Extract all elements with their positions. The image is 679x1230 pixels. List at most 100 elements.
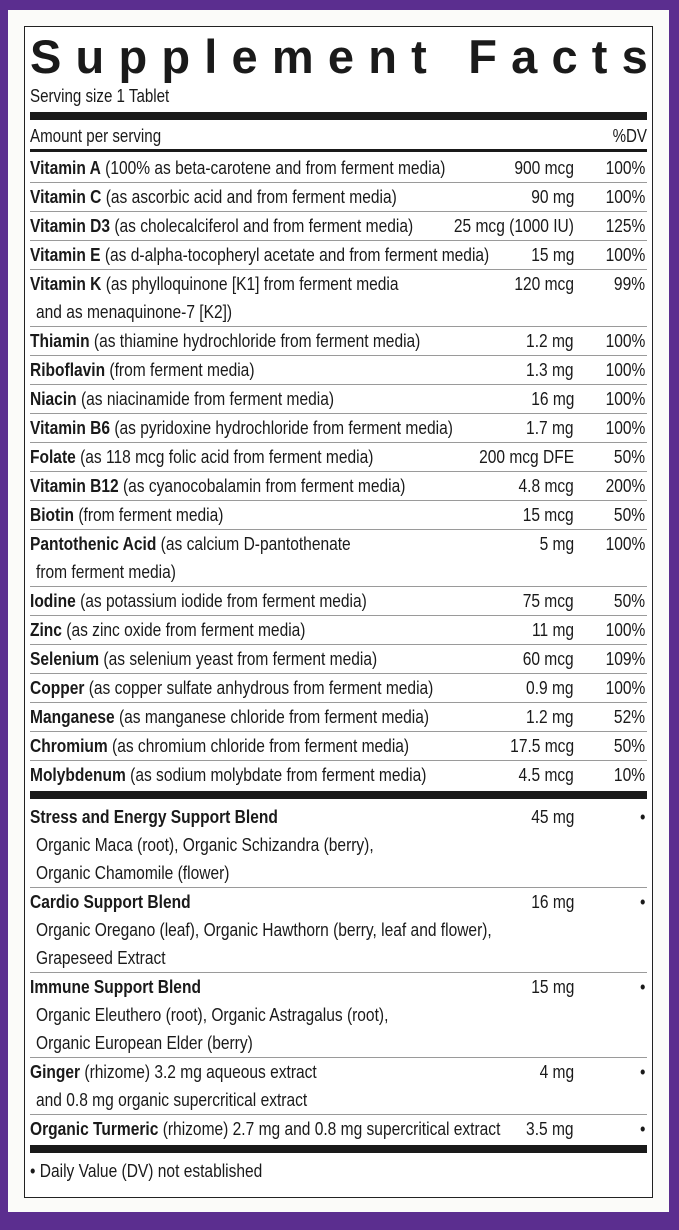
ingredient-detail: from ferment media)	[36, 561, 176, 582]
nutrient-row: Vitamin C (as ascorbic acid and from fer…	[30, 183, 647, 212]
ingredient-title: Vitamin K	[30, 273, 102, 294]
daily-value: •	[639, 1061, 645, 1082]
ingredient-name: Stress and Energy Support Blend	[30, 803, 647, 831]
daily-value: 10%	[613, 764, 645, 785]
ingredient-title: Thiamin	[30, 330, 90, 351]
daily-value: 50%	[613, 735, 645, 756]
ingredient-source: (as potassium iodide from ferment media)	[75, 590, 367, 611]
thick-divider	[30, 1145, 647, 1153]
ingredient-detail: and as menaquinone-7 [K2])	[36, 301, 233, 322]
blend-row: Immune Support Blend Organic Eleuthero (r…	[30, 973, 647, 1058]
ingredient-name: Vitamin A (100% as beta-carotene and fro…	[30, 154, 647, 182]
amount: 60 mcg	[523, 648, 574, 669]
amount: 4 mg	[539, 1061, 574, 1082]
nutrient-row: Copper (as copper sulfate anhydrous from…	[30, 674, 647, 703]
ingredient-source: (as cholecalciferol and from ferment med…	[110, 215, 414, 236]
nutrient-row: Riboflavin (from ferment media) 1.3 mg 100…	[30, 356, 647, 385]
daily-value: 50%	[613, 446, 645, 467]
nutrient-row: Manganese (as manganese chloride from fe…	[30, 703, 647, 732]
nutrient-row: Vitamin A (100% as beta-carotene and fro…	[30, 154, 647, 183]
blend-list: Stress and Energy Support Blend Organic M…	[30, 803, 647, 1143]
amount: 120 mcg	[514, 273, 574, 294]
supplement-facts-panel: Supplement Facts Serving size 1 Tablet A…	[24, 26, 653, 1198]
ingredient-title: Vitamin D3	[30, 215, 111, 236]
ingredient-title: Stress and Energy Support Blend	[30, 806, 278, 827]
ingredient-source: (as d-alpha-tocopheryl acetate and from …	[100, 244, 490, 265]
nutrient-row: Thiamin (as thiamine hydrochloride from …	[30, 327, 647, 356]
amount: 4.5 mcg	[518, 764, 574, 785]
amount: 4.8 mcg	[518, 475, 574, 496]
ingredient-source: (as thiamine hydrochloride from ferment …	[89, 330, 421, 351]
ingredient-name: Copper (as copper sulfate anhydrous from…	[30, 674, 647, 702]
nutrient-list: Vitamin A (100% as beta-carotene and fro…	[30, 152, 647, 789]
ingredient-source: (as phylloquinone [K1] from ferment medi…	[101, 273, 399, 294]
ingredient-name: Ginger (rhizome) 3.2 mg aqueous extract	[30, 1058, 647, 1086]
ingredient-source: (rhizome) 3.2 mg aqueous extract	[80, 1061, 317, 1082]
ingredient-source: (as pyridoxine hydrochloride from fermen…	[110, 417, 453, 438]
ingredient-title: Folate	[30, 446, 76, 467]
ingredient-name: Iodine (as potassium iodide from ferment…	[30, 587, 647, 615]
ingredient-title: Zinc	[30, 619, 62, 640]
ingredient-name: Vitamin K (as phylloquinone [K1] from fe…	[30, 270, 647, 298]
amount: 90 mg	[530, 186, 574, 207]
amount: 15 mg	[530, 244, 574, 265]
amount: 200 mcg DFE	[478, 446, 574, 467]
daily-value: 100%	[605, 533, 645, 554]
amount: 17.5 mcg	[510, 735, 574, 756]
header-divider	[30, 149, 647, 152]
nutrient-row: Vitamin D3 (as cholecalciferol and from …	[30, 212, 647, 241]
blend-row: Ginger (rhizome) 3.2 mg aqueous extract a…	[30, 1058, 647, 1115]
daily-value: 100%	[605, 244, 645, 265]
ingredient-source: (as ascorbic acid and from ferment media…	[101, 186, 397, 207]
ingredient-title: Vitamin B6	[30, 417, 111, 438]
daily-value: 50%	[613, 504, 645, 525]
ingredient-title: Copper	[30, 677, 85, 698]
ingredient-name: Niacin (as niacinamide from ferment medi…	[30, 385, 647, 413]
daily-value: 99%	[613, 273, 645, 294]
ingredient-title: Cardio Support Blend	[30, 891, 191, 912]
ingredient-name: Zinc (as zinc oxide from ferment media)	[30, 616, 647, 644]
daily-value: 125%	[605, 215, 645, 236]
daily-value: •	[639, 806, 645, 827]
daily-value: 100%	[605, 417, 645, 438]
nutrient-row: Chromium (as chromium chloride from ferm…	[30, 732, 647, 761]
ingredient-title: Molybdenum	[30, 764, 126, 785]
ingredient-source: (100% as beta-carotene and from ferment …	[100, 157, 446, 178]
ingredient-source: (as 118 mcg folic acid from ferment medi…	[75, 446, 374, 467]
nutrient-row: Folate (as 118 mcg folic acid from ferme…	[30, 443, 647, 472]
ingredient-name: Pantothenic Acid (as calcium D-pantothen…	[30, 530, 647, 558]
ingredient-name: Vitamin B12 (as cyanocobalamin from ferm…	[30, 472, 647, 500]
ingredient-name: Manganese (as manganese chloride from fe…	[30, 703, 647, 731]
amount: 75 mcg	[523, 590, 574, 611]
daily-value: 100%	[605, 359, 645, 380]
ingredient-source: (from ferment media)	[105, 359, 255, 380]
daily-value: 100%	[605, 330, 645, 351]
ingredient-source: (from ferment media)	[74, 504, 224, 525]
ingredient-title: Iodine	[30, 590, 76, 611]
ingredient-name: Vitamin D3 (as cholecalciferol and from …	[30, 212, 647, 240]
daily-value: 109%	[605, 648, 645, 669]
ingredient-source: (rhizome) 2.7 mg and 0.8 mg supercritica…	[158, 1118, 501, 1139]
nutrient-row: Zinc (as zinc oxide from ferment media) 1…	[30, 616, 647, 645]
thick-divider	[30, 112, 647, 120]
nutrient-row: Niacin (as niacinamide from ferment medi…	[30, 385, 647, 414]
ingredient-name: Thiamin (as thiamine hydrochloride from …	[30, 327, 647, 355]
ingredient-name: Vitamin B6 (as pyridoxine hydrochloride …	[30, 414, 647, 442]
ingredient-detail: Grapeseed Extract	[36, 947, 166, 968]
amount: 16 mg	[530, 388, 574, 409]
nutrient-row: Vitamin B12 (as cyanocobalamin from ferm…	[30, 472, 647, 501]
amount: 1.3 mg	[526, 359, 574, 380]
daily-value: 100%	[605, 388, 645, 409]
ingredient-source: (as chromium chloride from ferment media…	[107, 735, 410, 756]
amount: 0.9 mg	[526, 677, 574, 698]
nutrient-row: Vitamin B6 (as pyridoxine hydrochloride …	[30, 414, 647, 443]
ingredient-title: Vitamin C	[30, 186, 102, 207]
daily-value: 100%	[605, 619, 645, 640]
blend-row: Stress and Energy Support Blend Organic M…	[30, 803, 647, 888]
nutrient-row: Selenium (as selenium yeast from ferment…	[30, 645, 647, 674]
amount: 1.7 mg	[526, 417, 574, 438]
ingredient-detail: Organic Maca (root), Organic Schizandra …	[36, 834, 374, 855]
ingredient-title: Chromium	[30, 735, 108, 756]
ingredient-name: Cardio Support Blend	[30, 888, 647, 916]
thick-divider	[30, 791, 647, 799]
